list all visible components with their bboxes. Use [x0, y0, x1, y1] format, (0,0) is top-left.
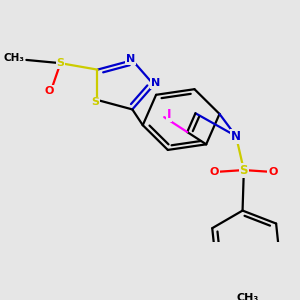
Text: I: I [167, 108, 171, 121]
Text: CH₃: CH₃ [3, 52, 24, 62]
Text: O: O [44, 85, 53, 96]
Text: N: N [231, 130, 241, 142]
Text: CH₃: CH₃ [237, 292, 259, 300]
Text: O: O [210, 167, 219, 178]
Text: N: N [151, 78, 160, 88]
Text: N: N [126, 54, 135, 64]
Text: S: S [240, 164, 248, 177]
Text: S: S [56, 58, 64, 68]
Text: O: O [268, 167, 278, 178]
Text: S: S [92, 98, 100, 107]
